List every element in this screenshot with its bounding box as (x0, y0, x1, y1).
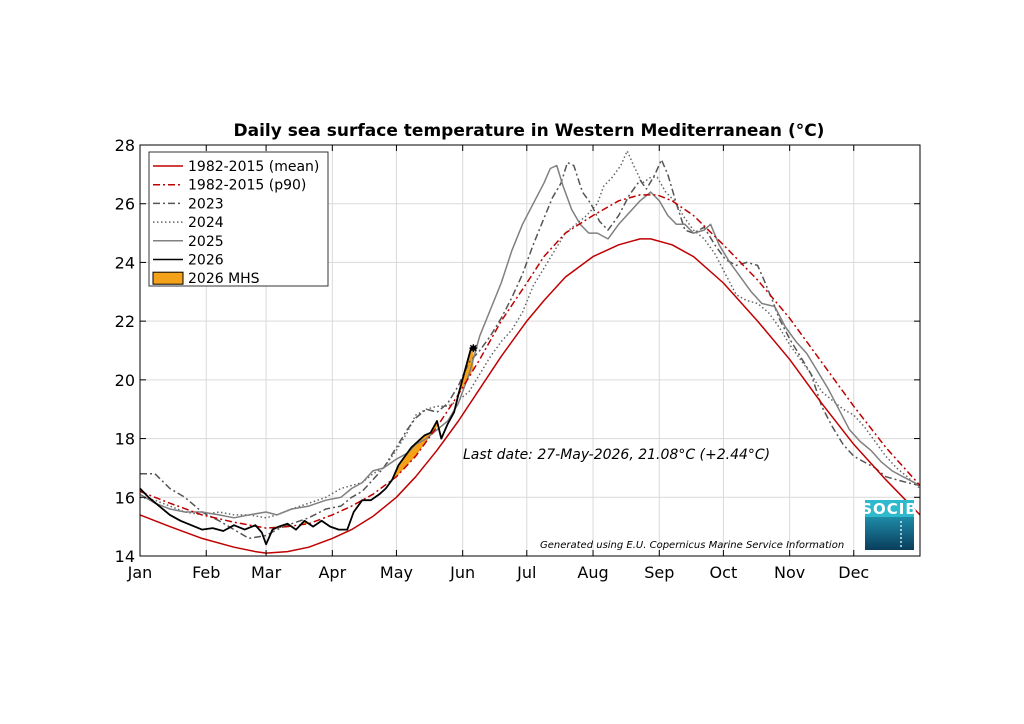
x-tick-label-oct: Oct (710, 563, 738, 582)
legend-label-2025: 2025 (188, 234, 224, 250)
series-line-2024 (139, 150, 921, 519)
legend-box (148, 151, 329, 287)
x-tick-label-jun: Jun (449, 563, 475, 582)
copernicus-credit: Generated using E.U. Copernicus Marine S… (540, 540, 844, 551)
legend-label-1982-2015-mean-: 1982-2015 (mean) (188, 159, 319, 175)
y-tick-label-28: 28 (115, 136, 135, 155)
y-tick-label-20: 20 (115, 371, 135, 390)
series-line-1982-2015-mean- (139, 238, 921, 554)
mhs-fill-region (459, 347, 474, 393)
chart-title: Daily sea surface temperature in Western… (234, 121, 825, 141)
y-axis: 14 16 18 20 22 24 26 28 (115, 136, 920, 566)
legend-label-1982-2015-p90-: 1982-2015 (p90) (188, 178, 306, 194)
socib-logo: SOCIB (861, 500, 918, 550)
x-tick-label-dec: Dec (838, 563, 869, 582)
x-tick-label-apr: Apr (318, 563, 346, 582)
legend-label-2026-mhs: 2026 MHS (188, 271, 260, 287)
y-tick-label-24: 24 (115, 253, 135, 272)
x-tick-label-sep: Sep (644, 563, 674, 582)
y-tick-label-16: 16 (115, 488, 135, 507)
x-tick-label-mar: Mar (251, 563, 282, 582)
y-tick-label-18: 18 (115, 430, 135, 449)
last-date-star (469, 344, 478, 353)
legend-label-2023: 2023 (188, 196, 224, 212)
x-axis: Jan Feb Mar Apr May Jun Jul Aug Sep Oct Nov Dec (127, 145, 869, 582)
legend-swatch-2026-mhs (152, 271, 184, 285)
series-line-2023 (140, 158, 921, 540)
socib-logo-text: SOCIB (861, 500, 918, 518)
x-tick-label-jan: Jan (127, 563, 153, 582)
series-layer (139, 150, 921, 554)
last-date-annotation: Last date: 27-May-2026, 21.08°C (+2.44°C… (463, 447, 770, 463)
legend: 1982-2015 (mean) 1982-2015 (p90) 2023 2024 2… (148, 151, 329, 287)
series-line-2025 (139, 164, 921, 519)
plot-frame (139, 144, 921, 557)
series-line-2026 (139, 346, 474, 546)
y-tick-label-26: 26 (115, 195, 135, 214)
x-tick-label-aug: Aug (577, 563, 608, 582)
legend-label-2026: 2026 (188, 253, 224, 269)
x-tick-label-jul: Jul (516, 563, 536, 582)
y-tick-label-22: 22 (115, 312, 135, 331)
socib-logo-top-band (865, 500, 914, 517)
x-tick-label-nov: Nov (774, 563, 805, 582)
y-tick-label-14: 14 (115, 547, 135, 566)
x-tick-label-feb: Feb (192, 563, 220, 582)
x-tick-label-may: May (380, 563, 413, 582)
legend-label-2024: 2024 (188, 215, 224, 231)
